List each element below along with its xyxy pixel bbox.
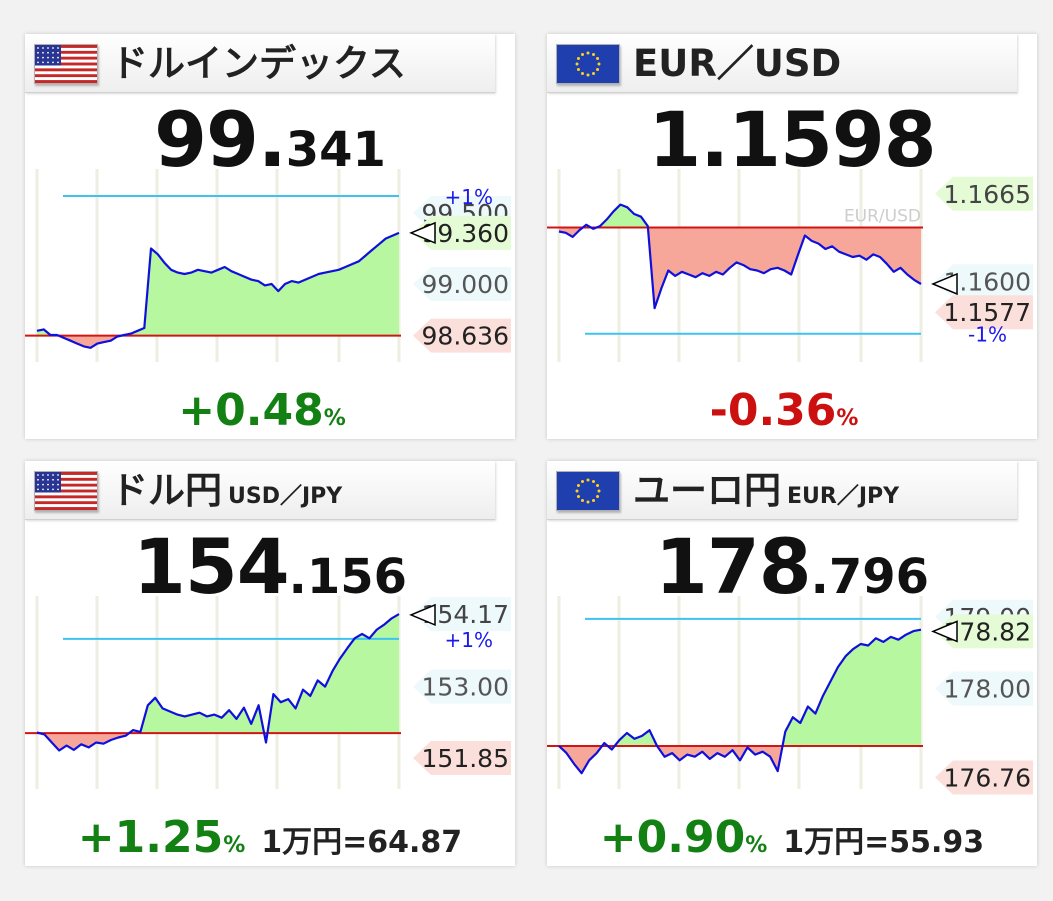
svg-text:1.1665: 1.1665 — [944, 180, 1031, 209]
eu-flag-icon — [556, 471, 620, 511]
mid-price-label: 178.00 — [935, 671, 1033, 706]
low-price-label: 151.85 — [413, 740, 511, 775]
panel-dollar-index[interactable]: ドルインデックス 99.341 US Dollar Index現物99.5009… — [25, 34, 515, 439]
svg-text:1.1577: 1.1577 — [944, 298, 1031, 327]
area-below-close — [39, 733, 268, 751]
price-line — [36, 613, 400, 752]
upper-price-label: 1.1665 — [935, 176, 1033, 211]
price-line — [558, 203, 922, 310]
current-price-label: 178.82 — [935, 614, 1033, 649]
instrument-name: ユーロ円 EUR／JPY — [633, 469, 900, 512]
area-above-close — [559, 204, 921, 228]
current-price: 154.156 — [132, 522, 408, 611]
low-price-label: 176.76 — [935, 760, 1033, 795]
low-price-label: 98.636 — [413, 318, 511, 353]
current-price-marker — [409, 221, 436, 245]
panel-header: ユーロ円 EUR／JPY — [547, 461, 1017, 520]
svg-text:154.17: 154.17 — [422, 600, 509, 629]
minus-1pct-label: -1% — [968, 323, 1007, 347]
rate-per-10000-yen: 1万円=55.93 — [783, 825, 985, 860]
mid-price-label: 99.000 — [413, 266, 511, 301]
svg-text:99.360: 99.360 — [422, 219, 509, 248]
plus-1pct-label: +1% — [445, 185, 494, 209]
current-price-label: 99.360 — [413, 215, 511, 250]
svg-text:178.00: 178.00 — [944, 675, 1031, 704]
area-below-close — [37, 335, 399, 348]
upper-price-label: 154.17 — [413, 597, 511, 632]
price-line — [36, 231, 400, 349]
mid-price-label: 1.1600 — [935, 264, 1033, 299]
current-price: 178.796 — [654, 522, 930, 611]
current-price-marker — [931, 272, 958, 296]
price-line — [558, 628, 922, 775]
chart-watermark: EUR/USD — [844, 206, 921, 226]
area-above-close — [37, 614, 399, 734]
panel-header: EUR／USD — [547, 34, 1017, 93]
current-price: 1.1598 — [648, 95, 936, 184]
instrument-name: EUR／USD — [633, 42, 842, 85]
instrument-name: ドルインデックス — [111, 42, 406, 85]
instrument-name: ドル円 USD／JPY — [111, 469, 343, 512]
panel-header: ドル円 USD／JPY — [25, 461, 495, 520]
svg-text:98.636: 98.636 — [422, 322, 509, 351]
low-price-label: 1.1577 — [935, 295, 1033, 330]
change-percent: +0.48% — [178, 385, 346, 436]
change-percent: +1.25% 1万円=64.87 — [77, 812, 463, 863]
current-price: 99.341 — [154, 95, 386, 184]
us-flag-icon — [34, 44, 98, 84]
eu-flag-icon — [556, 44, 620, 84]
panel-header: ドルインデックス — [25, 34, 495, 93]
svg-text:99.000: 99.000 — [422, 270, 509, 299]
panel-eur-usd[interactable]: EUR／USD 1.1598 EUR/USD 1.1665 1.1600 1.1577… — [547, 34, 1037, 439]
price-chart: US Dollar Index現物99.50099.00098.63699.36… — [25, 169, 511, 362]
mid-price-label: 153.00 — [413, 669, 511, 704]
current-price-marker — [931, 620, 958, 643]
area-above-close — [559, 629, 921, 746]
svg-text:1.1600: 1.1600 — [944, 267, 1031, 296]
change-percent: -0.36% — [709, 385, 859, 436]
svg-text:178.82: 178.82 — [944, 617, 1031, 646]
svg-text:151.85: 151.85 — [422, 744, 509, 773]
svg-text:176.76: 176.76 — [944, 764, 1031, 793]
plus-1pct-label: +1% — [445, 628, 494, 652]
area-below-close — [559, 745, 783, 774]
current-price-marker — [409, 603, 436, 627]
change-percent: +0.90% 1万円=55.93 — [599, 812, 985, 863]
svg-text:153.00: 153.00 — [422, 673, 509, 702]
area-above-close — [37, 232, 399, 336]
rate-per-10000-yen: 1万円=64.87 — [261, 825, 463, 860]
area-below-close — [559, 227, 921, 309]
us-flag-icon — [34, 471, 98, 511]
